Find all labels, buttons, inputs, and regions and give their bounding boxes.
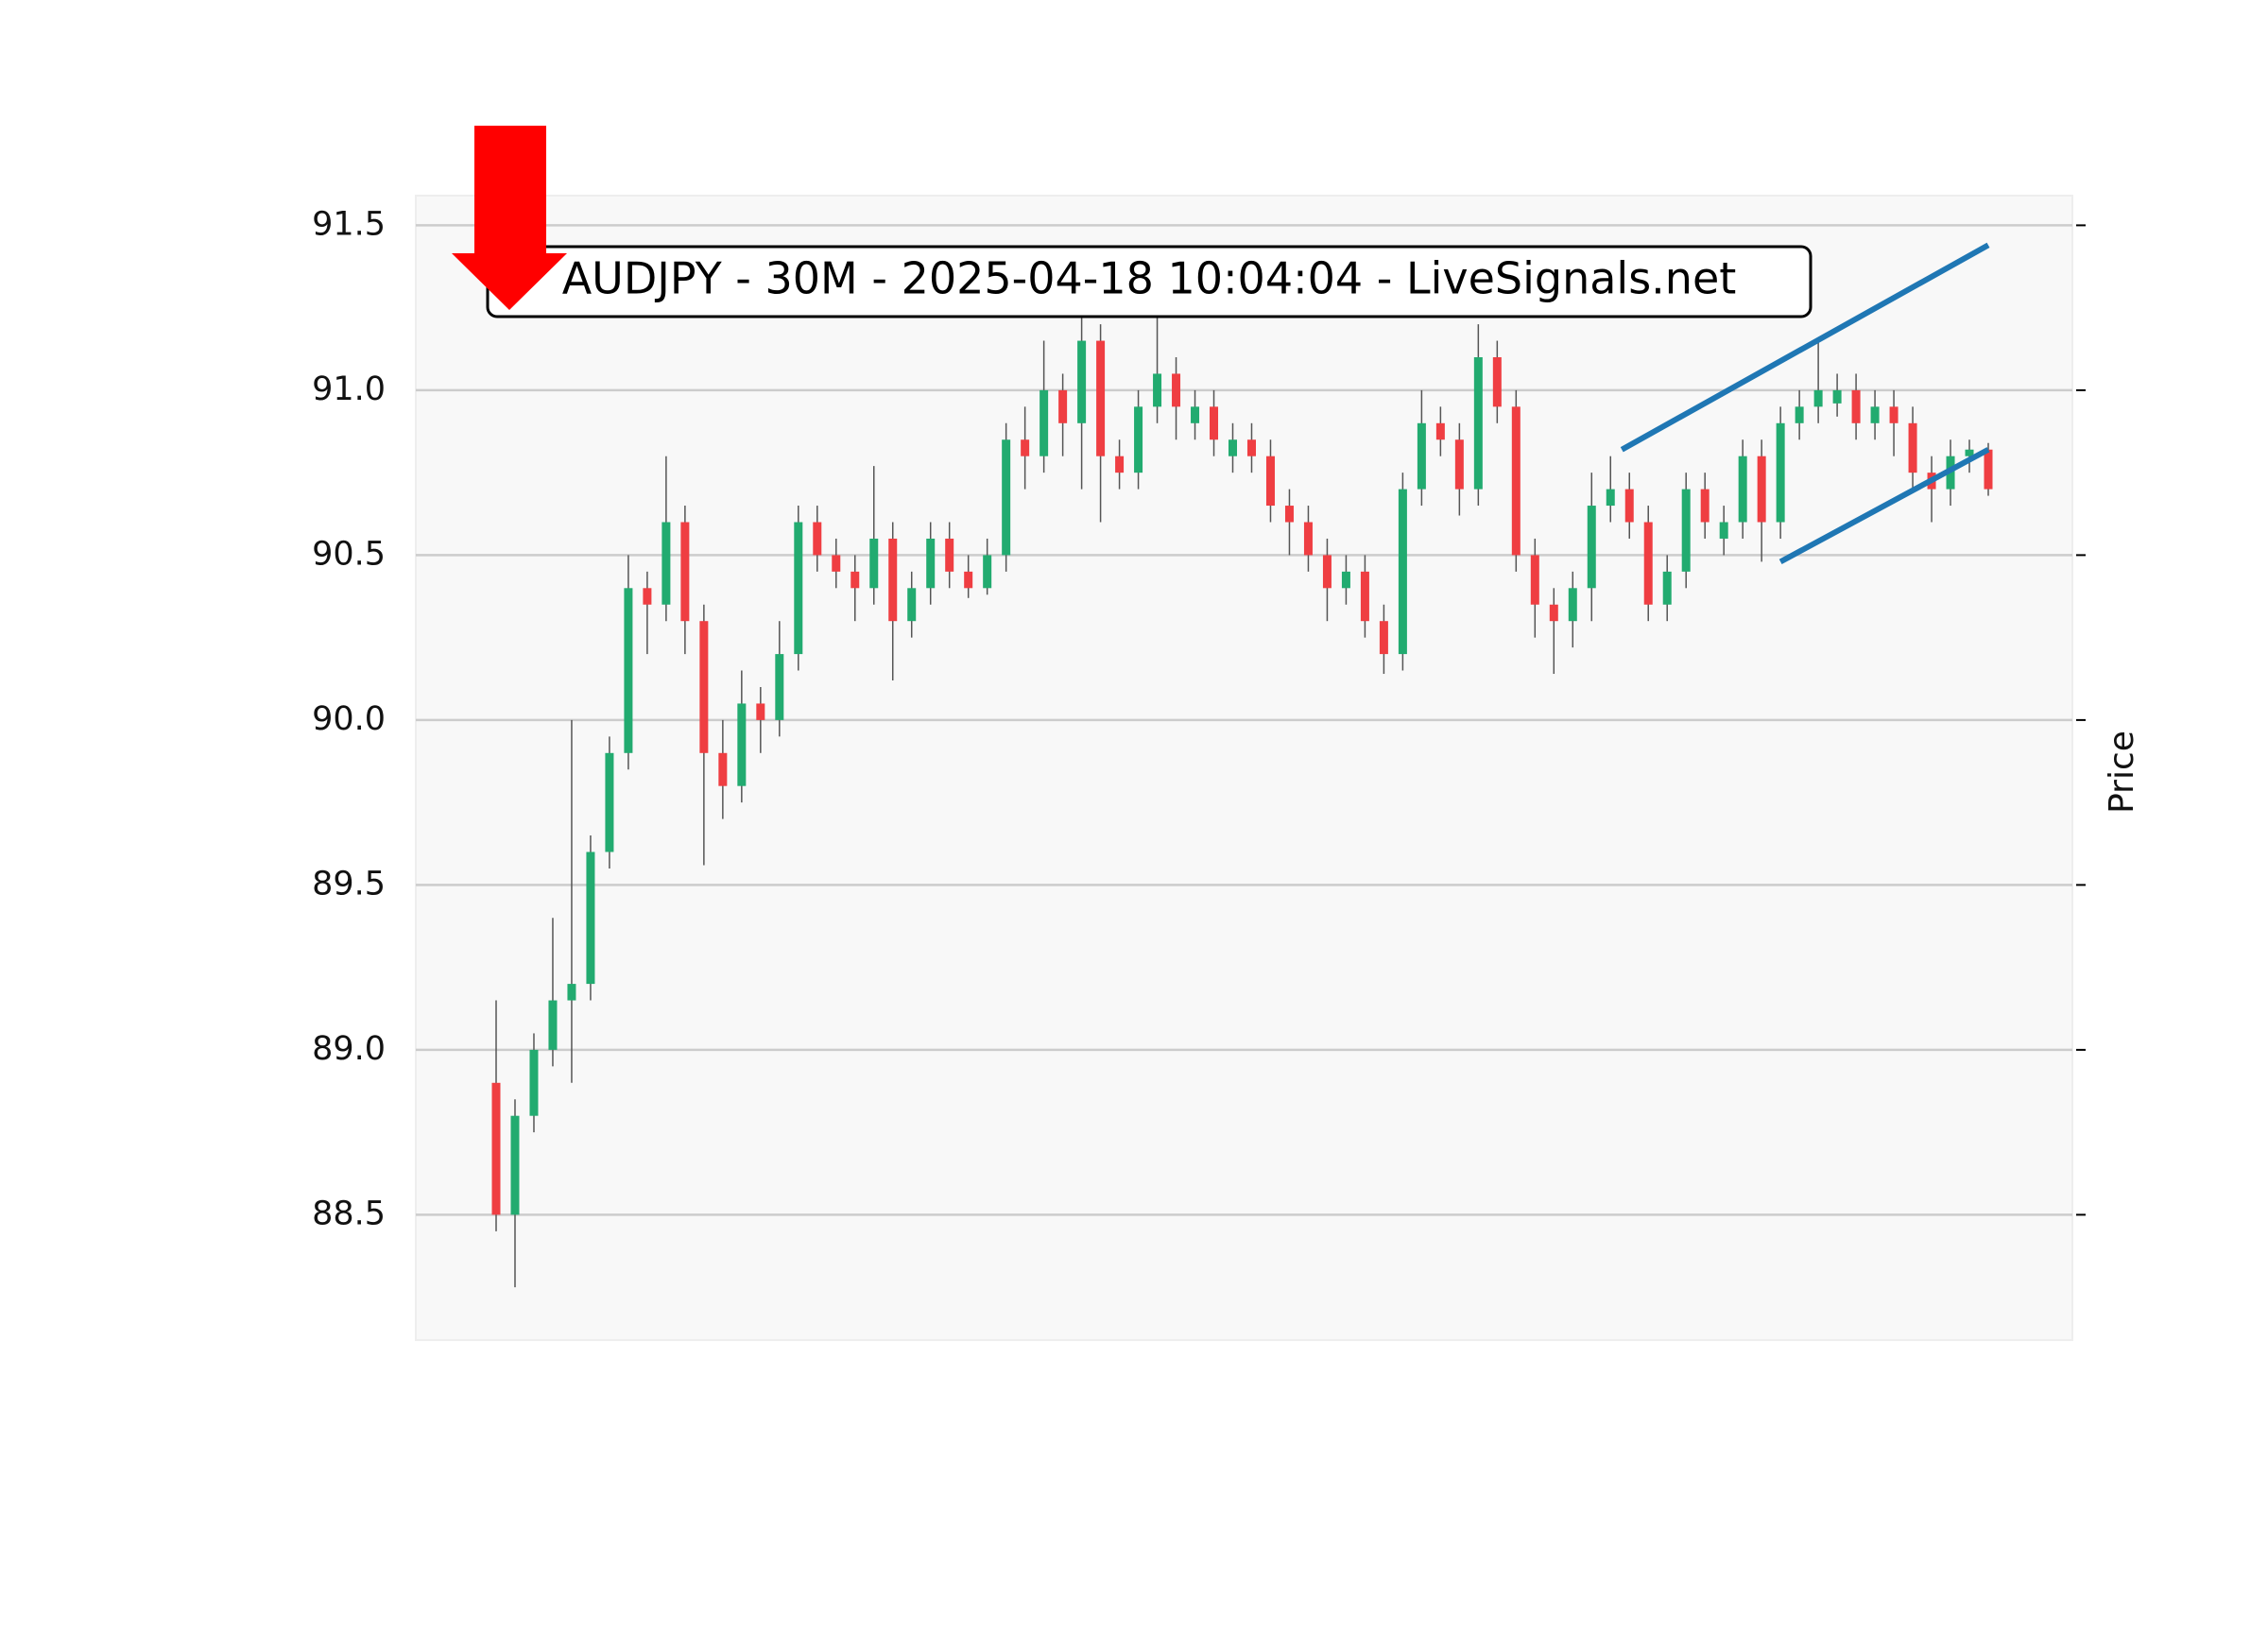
candle-body [1228, 439, 1238, 456]
candle-body [491, 1082, 501, 1215]
candle-body [1002, 439, 1011, 556]
candle-body [1246, 439, 1256, 456]
y-tick-label: 89.5 [312, 865, 386, 903]
candle-body [1341, 571, 1350, 589]
candle-body [1511, 406, 1521, 556]
candle-body [1870, 406, 1880, 423]
candle-body [1115, 456, 1125, 473]
candle-body [1738, 456, 1747, 523]
candle-body [1379, 621, 1388, 655]
candles [491, 307, 1993, 1288]
candle-body [1454, 439, 1464, 490]
candle-body [1851, 389, 1861, 423]
candle-body [1662, 571, 1672, 605]
candle-body [586, 851, 595, 985]
y-tick-label: 91.0 [312, 370, 386, 408]
candle-body [832, 555, 841, 572]
candle-body [1606, 489, 1615, 507]
candle-body [869, 538, 879, 589]
candle-body [680, 522, 690, 622]
candle-body [1813, 389, 1823, 407]
candle-body [718, 752, 728, 786]
arrow-shaft [474, 126, 546, 254]
candle-body [926, 538, 936, 589]
candle-body [1530, 555, 1539, 605]
candle-body [888, 538, 898, 622]
candle-body [1568, 588, 1577, 622]
candle-body [1172, 373, 1181, 407]
plot-area [415, 195, 2073, 1341]
candle-body [1587, 506, 1596, 589]
candle-body [1417, 422, 1426, 490]
candle-body [605, 752, 614, 852]
candle-body [643, 588, 652, 605]
candle-body [756, 703, 765, 720]
candle-body [1210, 406, 1219, 440]
candle-body [1265, 456, 1275, 507]
y-tick-label: 91.5 [312, 205, 386, 243]
candle-body [1435, 422, 1445, 440]
candle-body [737, 703, 747, 786]
chart-title: AUDJPY - 30M - 2025-04-18 10:04:04 - Liv… [562, 253, 1737, 304]
y-axis: 88.5 89.0 89.5 90.0 90.5 91.0 91.5 [312, 205, 2086, 1232]
candle-body [1984, 449, 1993, 490]
candle-body [1284, 506, 1294, 523]
candle-body [1549, 604, 1558, 622]
candle-body [1908, 422, 1917, 473]
candle-body [794, 522, 803, 655]
candle-body [1757, 456, 1766, 523]
candle-body [775, 654, 784, 720]
candle-body [964, 571, 973, 589]
candle-body [1832, 389, 1842, 404]
y-tick-label: 89.0 [312, 1030, 386, 1068]
candle-body [1473, 357, 1483, 490]
candle-body [1776, 422, 1785, 523]
candle-body [567, 984, 576, 1001]
candle-body [1795, 406, 1804, 423]
y-tick-label: 90.5 [312, 535, 386, 573]
candle-body [1681, 489, 1691, 572]
grid [416, 224, 2072, 1216]
candle-body [1134, 406, 1143, 473]
candle-body [529, 1049, 539, 1116]
candle-body [1303, 522, 1313, 556]
candle-body [1889, 406, 1899, 423]
candle-body [699, 621, 709, 753]
candle-body [662, 522, 671, 605]
arrow-head [452, 253, 567, 310]
candle-body [1643, 522, 1653, 605]
candle-body [1700, 489, 1710, 523]
candle-body [1058, 389, 1068, 423]
trendline [1778, 447, 1990, 565]
trendline [1620, 242, 1990, 453]
candle-body [548, 1000, 558, 1050]
candle-body [510, 1115, 520, 1215]
candle-body [850, 571, 860, 589]
candle-body [1624, 489, 1634, 523]
y-tick-label: 90.0 [312, 700, 386, 738]
candle-body [1322, 555, 1332, 589]
y-tick-label: 88.5 [312, 1195, 386, 1232]
candle-body [1398, 489, 1407, 655]
candle-body [1096, 340, 1106, 456]
y-axis-label: Price [2103, 731, 2141, 814]
candle-body [1040, 389, 1049, 456]
candle-body [1719, 522, 1728, 539]
candle-body [1153, 373, 1162, 407]
candle-body [1077, 340, 1087, 423]
candle-body [1360, 571, 1369, 622]
candle-body [945, 538, 954, 572]
candle-body [1965, 449, 1974, 456]
sell-signal-arrow [452, 126, 567, 310]
candle-body [624, 588, 633, 753]
trendlines [1620, 242, 1990, 565]
candle-body [983, 555, 992, 589]
candle-body [1191, 406, 1200, 423]
candle-body [907, 588, 917, 622]
candle-body [1021, 439, 1030, 456]
candle-body [813, 522, 822, 556]
candle-body [1492, 357, 1502, 407]
